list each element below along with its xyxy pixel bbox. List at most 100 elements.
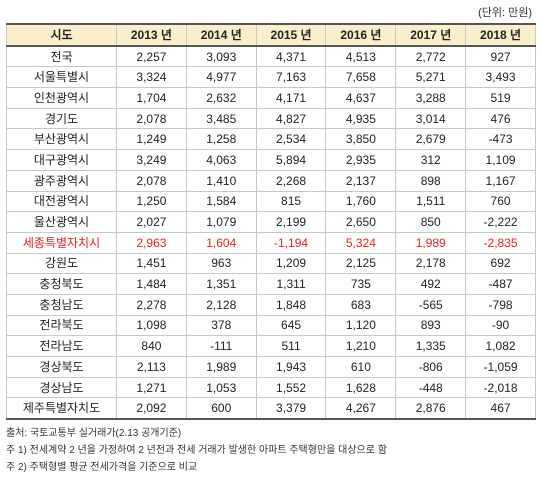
value-cell: 898 [395,169,467,192]
value-cell: 2,679 [395,128,467,151]
table-row: 부산광역시 1,249 1,258 2,534 3,850 2,679 -473 [6,128,536,151]
value-cell: 7,658 [325,66,397,89]
table-row: 전국 2,257 3,093 4,371 4,513 2,772 927 [6,45,536,68]
value-cell: 2,178 [395,252,467,275]
value-cell: 1,271 [116,376,187,399]
value-cell: 4,827 [255,107,327,130]
value-cell: 2,650 [325,211,397,233]
value-cell: 600 [185,397,257,421]
column-header-2015: 2015 년 [255,23,327,47]
value-cell: 1,351 [185,273,257,295]
value-cell: 2,268 [255,169,327,192]
value-cell: 1,053 [185,376,257,399]
value-cell: -2,222 [465,211,536,233]
region-cell: 인천광역시 [6,87,117,109]
table-row: 충청남도 2,278 2,128 1,848 683 -565 -798 [6,293,536,316]
region-cell: 부산광역시 [6,128,117,151]
value-cell: 893 [395,314,467,337]
value-cell: 4,063 [185,149,257,171]
value-cell: 645 [255,314,327,337]
value-cell: 840 [116,335,187,357]
value-cell: 4,267 [325,397,397,421]
value-cell: 1,209 [255,252,327,275]
value-cell: 850 [395,211,467,233]
value-cell: 5,324 [325,231,397,254]
value-cell: 2,137 [325,169,397,192]
region-cell: 강원도 [6,252,117,275]
value-cell: 1,943 [255,356,327,378]
region-cell: 경상북도 [6,356,117,378]
value-cell: 1,628 [325,376,397,399]
value-cell: 927 [465,45,536,68]
value-cell: -806 [395,356,467,378]
table-row: 충청북도 1,484 1,351 1,311 735 492 -487 [6,273,536,295]
value-cell: 1,760 [325,190,397,213]
value-cell: -111 [185,335,257,357]
value-cell: 1,704 [116,87,187,109]
jeonse-price-change-table: 시도 2013 년 2014 년 2015 년 2016 년 2017 년 20… [6,23,536,421]
value-cell: -2,018 [465,376,536,399]
value-cell: 3,493 [465,66,536,89]
value-cell: -448 [395,376,467,399]
table-row: 대구광역시 3,249 4,063 5,894 2,935 312 1,109 [6,149,536,171]
value-cell: 3,014 [395,107,467,130]
region-cell: 제주특별자치도 [6,397,117,421]
value-cell: -565 [395,293,467,316]
table-row: 전라북도 1,098 378 645 1,120 893 -90 [6,314,536,337]
table-row: 광주광역시 2,078 1,410 2,268 2,137 898 1,167 [6,169,536,192]
value-cell: 2,078 [116,107,187,130]
table-row: 제주특별자치도 2,092 600 3,379 4,267 2,876 467 [6,397,536,421]
region-cell: 대전광역시 [6,190,117,213]
table-row: 경기도 2,078 3,485 4,827 4,935 3,014 476 [6,107,536,130]
value-cell: 2,092 [116,397,187,421]
table-row: 경상남도 1,271 1,053 1,552 1,628 -448 -2,018 [6,376,536,399]
value-cell: 2,257 [116,45,187,68]
value-cell: -1,059 [465,356,536,378]
footnotes: 출처: 국토교통부 실거래가(2.13 공개기준) 주 1) 전세계약 2 년을… [6,425,536,476]
table-row: 서울특별시 3,324 4,977 7,163 7,658 5,271 3,493 [6,66,536,89]
value-cell: 1,484 [116,273,187,295]
value-cell: 4,935 [325,107,397,130]
value-cell: -798 [465,293,536,316]
value-cell: 312 [395,149,467,171]
value-cell: 735 [325,273,397,295]
value-cell: 683 [325,293,397,316]
value-cell: 1,258 [185,128,257,151]
value-cell: -90 [465,314,536,337]
value-cell: 815 [255,190,327,213]
value-cell: 1,120 [325,314,397,337]
value-cell: 1,210 [325,335,397,357]
value-cell: 1,249 [116,128,187,151]
value-cell: 5,271 [395,66,467,89]
value-cell: -2,835 [465,231,536,254]
unit-label: (단위: 만원) [478,7,532,19]
value-cell: 2,278 [116,293,187,316]
value-cell: 4,977 [185,66,257,89]
value-cell: 1,552 [255,376,327,399]
value-cell: 2,125 [325,252,397,275]
value-cell: 1,511 [395,190,467,213]
footnote-2: 주 2) 주택형별 평균 전세가격을 기준으로 비교 [6,462,198,473]
value-cell: 3,485 [185,107,257,130]
value-cell: 4,171 [255,87,327,109]
value-cell: 1,989 [185,356,257,378]
region-cell: 광주광역시 [6,169,117,192]
value-cell: 2,113 [116,356,187,378]
value-cell: 1,311 [255,273,327,295]
value-cell: -473 [465,128,536,151]
table-row: 울산광역시 2,027 1,079 2,199 2,650 850 -2,222 [6,211,536,233]
value-cell: 2,772 [395,45,467,68]
value-cell: 692 [465,252,536,275]
value-cell: -1,194 [255,231,327,254]
value-cell: 2,632 [185,87,257,109]
value-cell: 3,850 [325,128,397,151]
value-cell: 4,371 [255,45,327,68]
value-cell: 1,848 [255,293,327,316]
value-cell: -487 [465,273,536,295]
value-cell: 2,027 [116,211,187,233]
region-cell: 울산광역시 [6,211,117,233]
column-header-2018: 2018 년 [465,23,536,47]
column-header-region: 시도 [6,23,117,47]
value-cell: 2,199 [255,211,327,233]
column-header-2013: 2013 년 [116,23,187,47]
